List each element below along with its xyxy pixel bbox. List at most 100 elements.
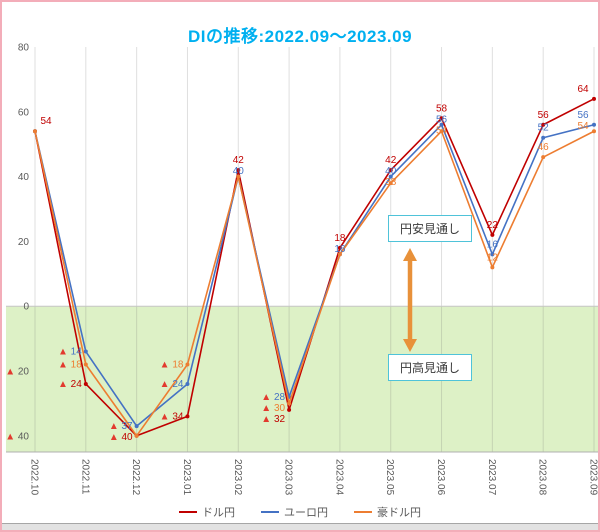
legend-item-0[interactable]: ドル円 — [179, 504, 235, 520]
legend-swatch — [261, 511, 279, 513]
legend: ドル円 ユーロ円 豪ドル円 — [2, 504, 598, 520]
chart-title: DIの推移:2022.09〜2023.09 — [187, 27, 413, 46]
x-tick-label: 2022.12 — [130, 459, 141, 496]
data-label: ▲ 18 — [58, 360, 82, 371]
legend-label: 豪ドル円 — [377, 507, 421, 519]
data-point — [388, 168, 393, 173]
x-tick-label: 2023.07 — [486, 459, 497, 496]
y-tick-label: ▲ 20 — [5, 367, 29, 378]
data-label: 54 — [40, 116, 52, 127]
data-label: ▲ 14 — [58, 347, 82, 358]
data-label: 52 — [538, 123, 550, 134]
data-label: 56 — [436, 114, 448, 125]
data-point — [236, 168, 241, 173]
outlook-arrow-head-down — [403, 339, 417, 352]
data-label: 38 — [385, 177, 397, 188]
data-label: ▲ 32 — [261, 414, 285, 425]
data-point — [490, 265, 495, 270]
outlook-arrow-head-up — [403, 248, 417, 261]
data-label: 56 — [577, 110, 589, 121]
x-tick-label: 2023.03 — [283, 459, 294, 496]
data-label: 64 — [577, 84, 589, 95]
x-tick-label: 2023.09 — [588, 459, 599, 496]
data-point — [337, 252, 342, 257]
data-label: ▲ 40 — [109, 432, 133, 443]
y-tick-label: ▲ 40 — [5, 431, 29, 442]
data-point — [287, 407, 292, 412]
data-point — [439, 122, 444, 127]
x-tick-label: 2023.01 — [181, 459, 192, 496]
data-point — [439, 129, 444, 134]
y-tick-label: 20 — [18, 237, 30, 248]
data-point — [592, 129, 596, 134]
data-point — [185, 381, 190, 386]
legend-swatch — [354, 511, 372, 513]
data-point — [185, 414, 190, 419]
data-label: 42 — [233, 155, 245, 166]
data-point — [134, 424, 139, 429]
x-tick-label: 2023.06 — [435, 459, 446, 496]
data-label: ▲ 18 — [160, 360, 184, 371]
data-label: 46 — [538, 142, 550, 153]
y-tick-label: 60 — [18, 107, 30, 118]
x-tick-label: 2023.04 — [333, 459, 344, 496]
data-point — [388, 181, 393, 186]
data-point — [388, 174, 393, 179]
data-label: ▲ 30 — [261, 403, 285, 414]
legend-item-2[interactable]: 豪ドル円 — [354, 504, 421, 520]
data-point — [83, 381, 88, 386]
window-bottom-strip — [2, 523, 598, 530]
data-point — [337, 245, 342, 250]
data-label: 18 — [334, 233, 346, 244]
data-label: 16 — [487, 239, 499, 250]
series-line-2 — [34, 130, 595, 437]
data-point — [236, 174, 241, 179]
data-point — [439, 116, 444, 121]
x-tick-label: 2023.05 — [384, 459, 395, 496]
data-point — [541, 135, 546, 140]
data-point — [287, 401, 292, 406]
data-label: ▲ 34 — [160, 411, 184, 422]
data-label: 16 — [334, 244, 346, 255]
annotation-yen-appreciation-outlook[interactable]: 円高見通し — [388, 354, 472, 381]
data-point — [592, 122, 596, 127]
data-point — [185, 362, 190, 367]
data-label: 40 — [233, 166, 245, 177]
series-line-1 — [34, 123, 595, 427]
annotation-yen-depreciation-outlook[interactable]: 円安見通し — [388, 215, 472, 242]
data-point — [541, 155, 546, 160]
data-label: 22 — [487, 220, 499, 231]
x-tick-label: 2023.02 — [232, 459, 243, 496]
data-point — [134, 433, 139, 438]
x-tick-label: 2023.08 — [537, 459, 548, 496]
data-point — [490, 232, 495, 237]
legend-swatch — [179, 511, 197, 513]
legend-label: ドル円 — [202, 507, 235, 519]
x-tick-label: 2022.10 — [29, 459, 40, 496]
y-tick-label: 0 — [23, 302, 29, 313]
data-label: 54 — [436, 125, 448, 136]
data-point — [33, 129, 37, 134]
data-point — [83, 362, 88, 367]
data-label: ▲ 24 — [58, 379, 82, 390]
data-label: ▲ 37 — [109, 421, 133, 432]
data-point — [541, 122, 546, 127]
data-label: 56 — [538, 110, 550, 121]
data-point — [592, 96, 596, 101]
y-tick-label: 40 — [18, 172, 30, 183]
y-tick-label: 80 — [18, 43, 30, 54]
data-label: ▲ 24 — [160, 379, 184, 390]
data-label: 58 — [436, 103, 448, 114]
legend-item-1[interactable]: ユーロ円 — [261, 504, 328, 520]
data-label: ▲ 28 — [261, 392, 285, 403]
data-point — [490, 252, 495, 257]
data-point — [83, 349, 88, 354]
x-tick-label: 2022.11 — [79, 459, 90, 495]
data-label: 42 — [385, 155, 397, 166]
data-label: 12 — [487, 252, 499, 263]
data-label: 40 — [385, 166, 397, 177]
data-label: 54 — [577, 121, 589, 132]
legend-label: ユーロ円 — [284, 507, 328, 519]
